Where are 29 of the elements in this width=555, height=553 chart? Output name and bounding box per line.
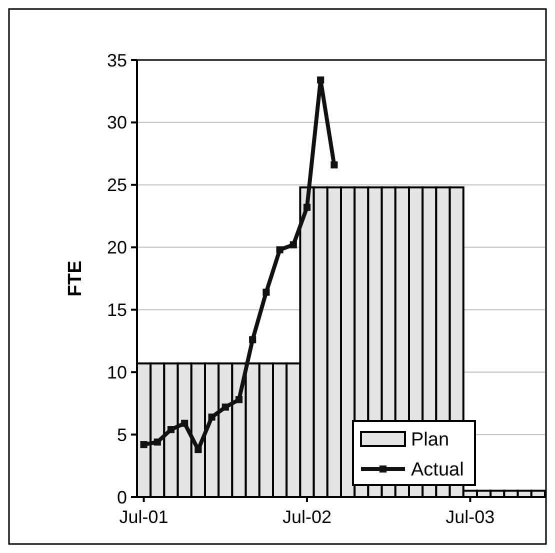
point <box>154 438 161 446</box>
y-tick-label: 20 <box>106 238 127 258</box>
y-tick-label: 5 <box>116 424 127 445</box>
legend-label: Actual <box>411 460 464 481</box>
point <box>194 446 202 454</box>
y-tick-label: 0 <box>116 487 127 508</box>
point <box>262 288 270 296</box>
y-tick-label: 15 <box>106 300 127 320</box>
y-tick-label: 10 <box>106 362 127 382</box>
point <box>303 204 311 211</box>
y-tick-label: 35 <box>106 50 127 70</box>
legend-label: Plan <box>411 430 450 451</box>
point <box>249 336 256 344</box>
point <box>140 441 148 448</box>
point <box>330 161 338 168</box>
point <box>167 426 175 434</box>
point <box>276 246 284 254</box>
y-tick-label: 25 <box>106 175 127 196</box>
x-tick-label: Jul-03 <box>446 507 495 527</box>
x-tick-label: Jul-02 <box>282 507 332 527</box>
y-tick-label: 30 <box>106 112 127 133</box>
point <box>208 414 216 421</box>
point <box>235 396 243 404</box>
point <box>290 241 297 248</box>
point <box>317 76 324 84</box>
point <box>222 404 229 411</box>
x-tick-label: Jul-01 <box>119 507 168 527</box>
point <box>181 420 188 427</box>
y-axis-title: FTE <box>65 260 86 296</box>
